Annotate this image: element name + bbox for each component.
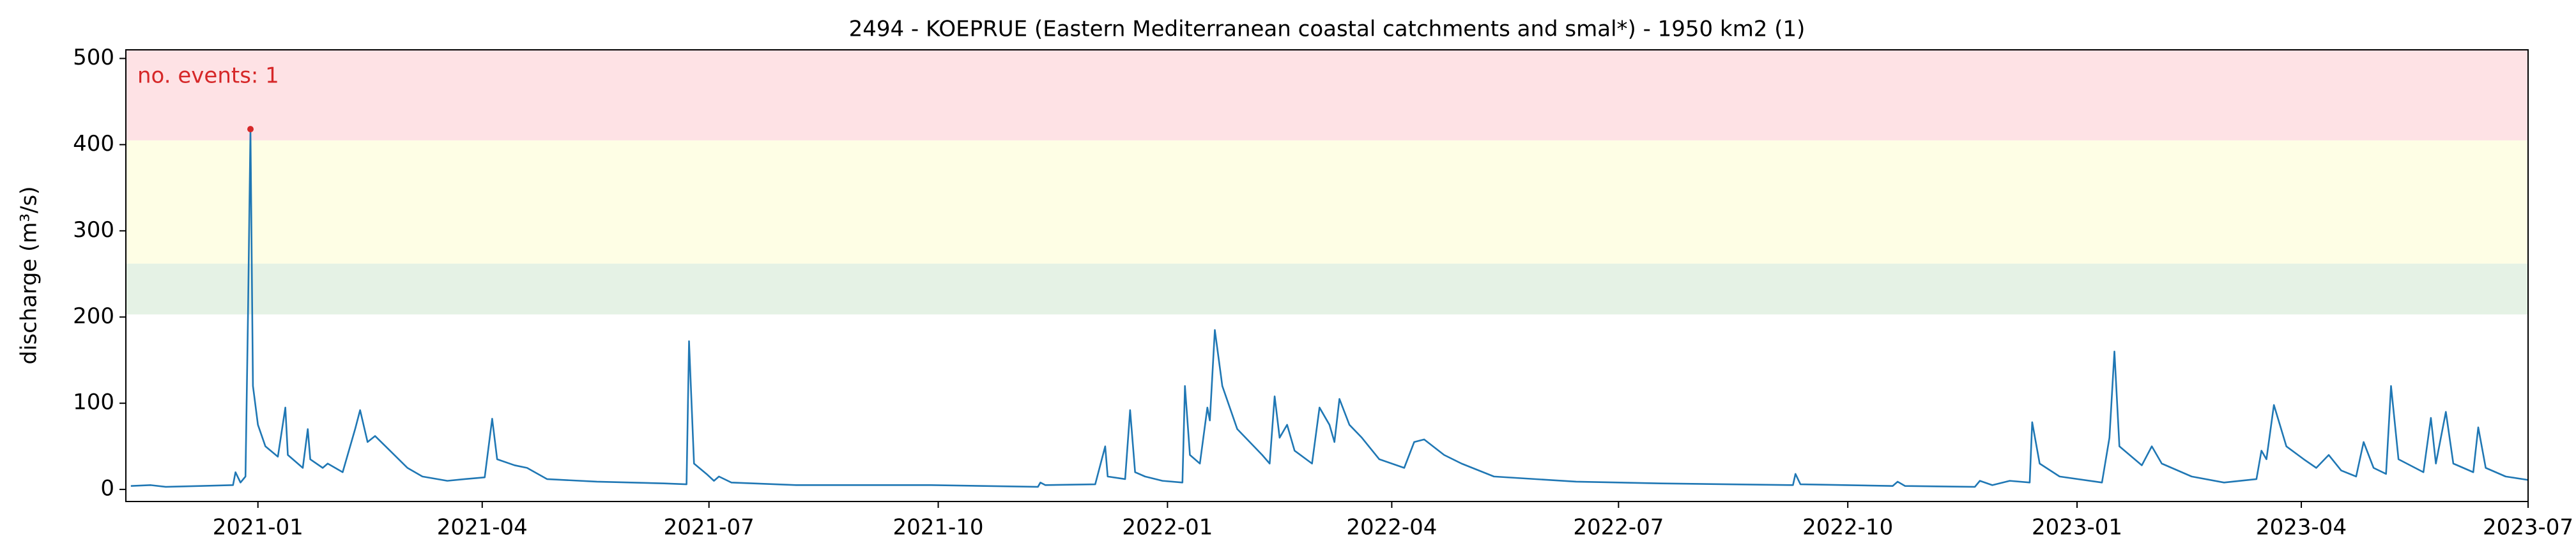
events-annotation: no. events: 1 (137, 63, 279, 89)
x-tick-label: 2022-10 (1802, 515, 1893, 540)
x-tick-label: 2023-07 (2483, 515, 2573, 540)
threshold-band (126, 140, 2528, 264)
x-tick-label: 2021-04 (437, 515, 528, 540)
x-tick-label: 2023-01 (2032, 515, 2122, 540)
x-tick-label: 2021-07 (664, 515, 755, 540)
x-tick-label: 2022-07 (1573, 515, 1664, 540)
chart-title: 2494 - KOEPRUE (Eastern Mediterranean co… (849, 17, 1805, 42)
x-tick-label: 2021-10 (893, 515, 984, 540)
y-tick-label: 200 (73, 303, 114, 329)
x-tick-label: 2021-01 (213, 515, 303, 540)
event-point (247, 126, 254, 133)
x-tick-label: 2022-01 (1122, 515, 1213, 540)
y-tick-label: 100 (73, 390, 114, 415)
x-tick-label: 2023-04 (2256, 515, 2347, 540)
discharge-line (130, 128, 2529, 488)
y-tick-label: 500 (73, 45, 114, 70)
y-tick-label: 0 (100, 476, 114, 502)
y-axis-label: discharge (m³/s) (17, 187, 42, 365)
threshold-band (126, 50, 2528, 141)
plot-frame (125, 49, 2529, 502)
x-tick-label: 2022-04 (1346, 515, 1437, 540)
threshold-band (126, 263, 2528, 315)
y-tick-label: 300 (73, 217, 114, 243)
y-tick-label: 400 (73, 131, 114, 157)
